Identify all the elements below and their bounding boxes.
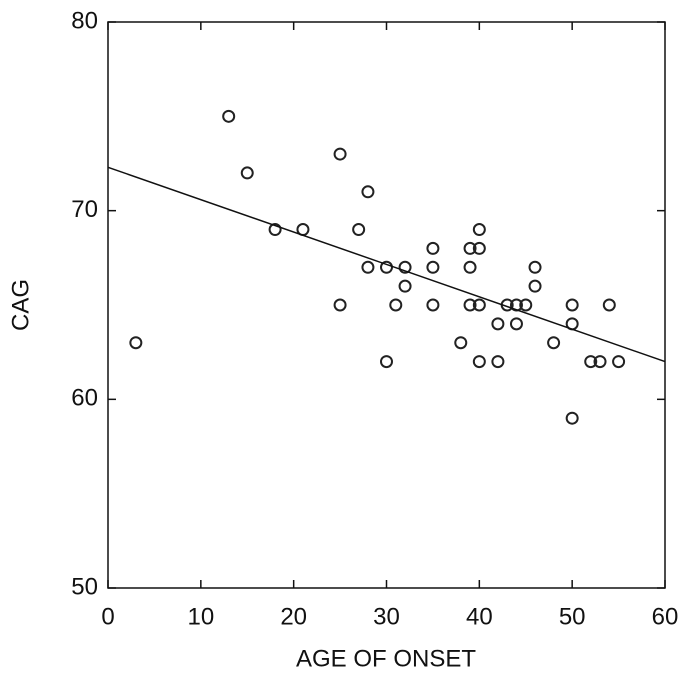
point xyxy=(240,166,254,180)
point xyxy=(361,260,375,274)
point xyxy=(454,336,468,350)
point xyxy=(472,241,486,255)
point xyxy=(565,298,579,312)
point xyxy=(602,298,616,312)
plot-frame xyxy=(107,21,666,589)
point xyxy=(491,355,505,369)
point xyxy=(528,279,542,293)
point xyxy=(612,355,626,369)
point xyxy=(380,355,393,369)
y-tick-label: 50 xyxy=(71,573,98,600)
point xyxy=(398,279,412,293)
point xyxy=(472,223,486,237)
x-tick-label: 10 xyxy=(187,603,214,630)
point xyxy=(519,298,533,312)
x-tick-label: 60 xyxy=(652,603,679,630)
x-tick-label: 0 xyxy=(101,603,114,630)
point xyxy=(389,298,403,312)
point xyxy=(463,241,477,255)
point xyxy=(593,355,607,369)
point xyxy=(491,317,505,331)
x-tick-label: 50 xyxy=(559,603,586,630)
y-tick-label: 70 xyxy=(71,196,98,223)
point xyxy=(380,260,393,274)
point xyxy=(463,260,477,274)
point xyxy=(463,298,477,312)
point xyxy=(222,109,236,123)
point xyxy=(528,260,542,274)
y-tick-label: 60 xyxy=(71,385,98,412)
point xyxy=(584,355,598,369)
x-tick-label: 30 xyxy=(373,603,400,630)
point xyxy=(426,241,440,255)
point xyxy=(426,260,440,274)
point xyxy=(268,223,282,237)
point xyxy=(129,336,143,350)
x-axis-label: AGE OF ONSET xyxy=(296,645,476,672)
x-tick-label: 40 xyxy=(466,603,493,630)
point xyxy=(509,317,523,331)
point xyxy=(333,147,347,161)
point xyxy=(352,223,366,237)
y-tick-label: 80 xyxy=(71,7,98,34)
y-axis-label: CAG xyxy=(7,279,34,331)
point xyxy=(426,298,440,312)
point xyxy=(472,298,486,312)
point xyxy=(472,355,486,369)
x-tick-label: 20 xyxy=(280,603,307,630)
point xyxy=(333,298,347,312)
point xyxy=(565,411,579,425)
fit-line xyxy=(107,166,666,363)
point xyxy=(547,336,561,350)
point xyxy=(398,260,412,274)
point xyxy=(361,185,375,199)
